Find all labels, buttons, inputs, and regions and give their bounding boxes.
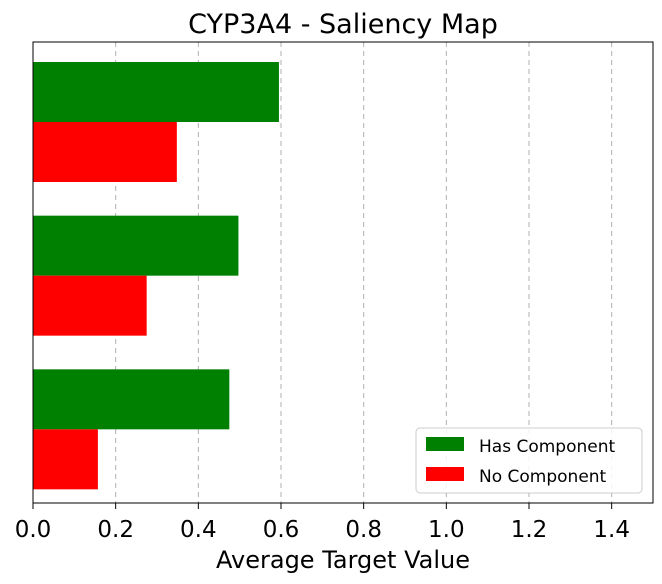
legend-swatch-has-component	[426, 437, 464, 451]
bars	[33, 62, 279, 490]
bar-no-component	[33, 429, 98, 490]
x-tick-label: 1.2	[511, 517, 548, 543]
legend: Has Component No Component	[415, 427, 643, 494]
x-tick-label: 0.6	[263, 517, 300, 543]
bar-has-component	[33, 62, 279, 122]
x-tick-label: 0.2	[97, 517, 134, 543]
bar-no-component	[33, 122, 177, 182]
x-ticks: 0.0 0.2 0.4 0.6 0.8 1.0 1.2 1.4	[15, 503, 630, 543]
x-tick-label: 1.0	[428, 517, 465, 543]
legend-box	[415, 427, 643, 494]
x-tick-label: 0.8	[345, 517, 382, 543]
chart-title: CYP3A4 - Saliency Map	[188, 9, 498, 40]
legend-swatch-no-component	[426, 467, 464, 481]
x-axis-label: Average Target Value	[216, 546, 470, 574]
x-tick-label: 0.0	[15, 517, 52, 543]
x-tick-label: 0.4	[180, 517, 217, 543]
legend-label-no-component: No Component	[479, 467, 607, 487]
bar-no-component	[33, 275, 147, 336]
x-tick-label: 1.4	[593, 517, 630, 543]
legend-label-has-component: Has Component	[479, 437, 615, 457]
bar-has-component	[33, 215, 239, 276]
plot-frame	[32, 41, 654, 504]
bar-has-component	[33, 369, 230, 430]
